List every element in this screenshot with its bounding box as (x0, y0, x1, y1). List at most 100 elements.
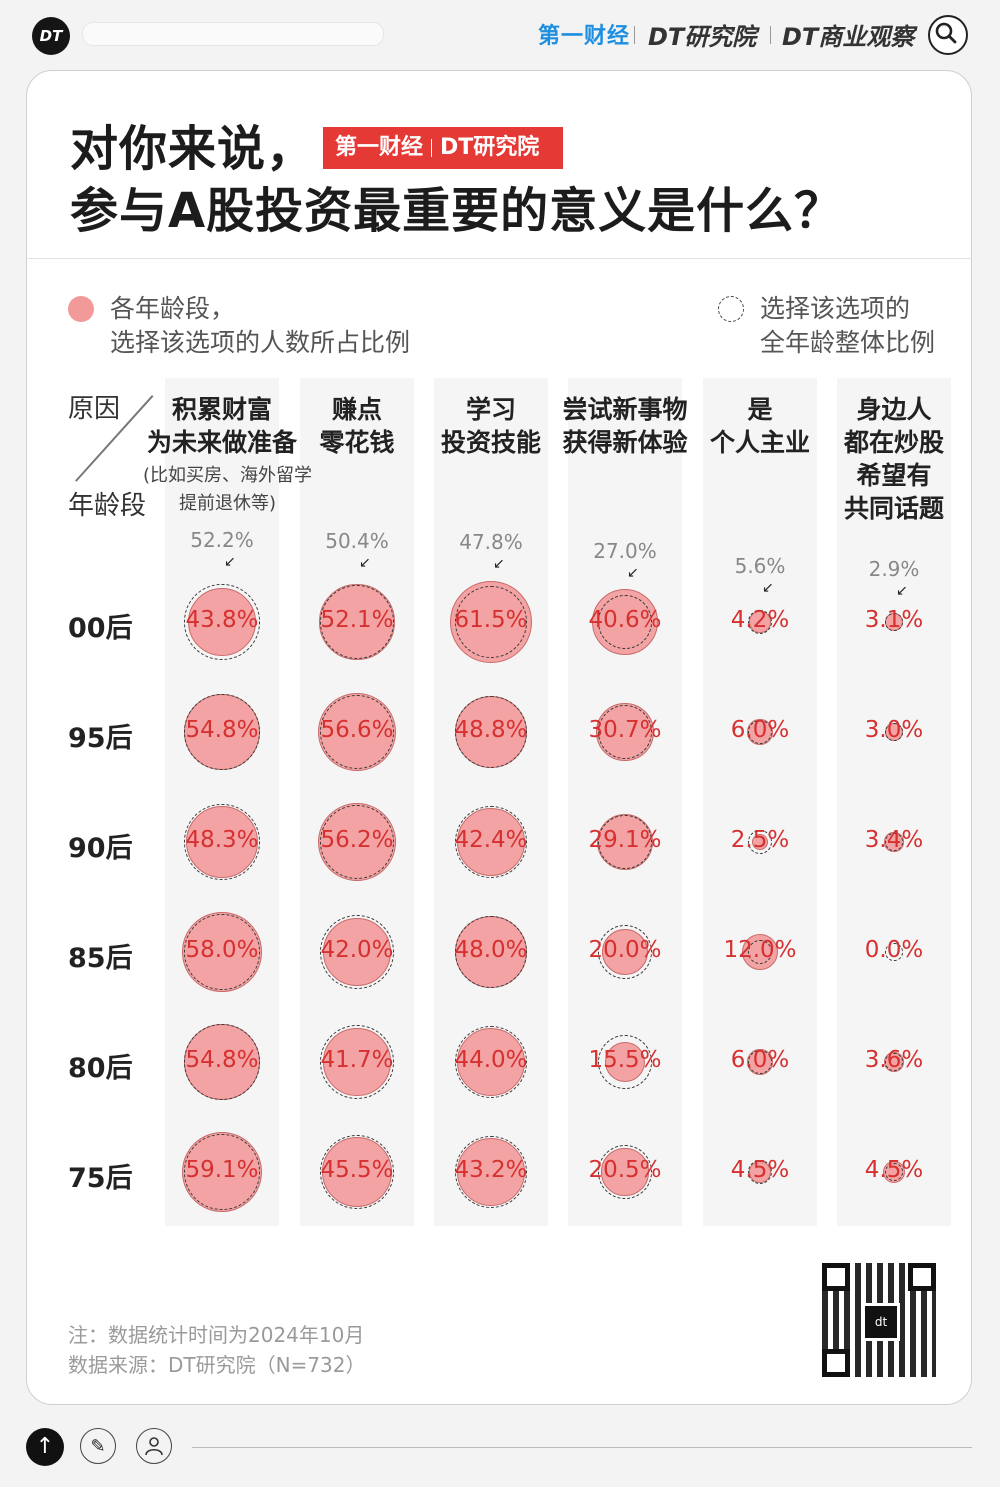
value-label: 4.2% (730, 607, 790, 633)
value-label: 43.8% (185, 607, 259, 633)
search-icon (935, 22, 957, 44)
overall-reference-ring (885, 943, 903, 961)
value-label: 48.3% (185, 827, 259, 853)
row-label-age: 95后 (68, 723, 133, 754)
value-label: 12.0% (723, 937, 797, 963)
column-header: 身边人都在炒股希望有共同话题 (819, 393, 969, 525)
brand-dt-research[interactable]: DT研究院 (648, 23, 757, 51)
row-label-age: 85后 (68, 943, 133, 974)
column-header-line: 投资技能 (440, 428, 541, 457)
footnote: 注：数据统计时间为2024年10月 数据来源：DT研究院（N=732） (68, 1320, 366, 1380)
pointer-arrow-icon: ↙ (627, 564, 639, 581)
legend-ring-text: 选择该选项的 全年龄整体比例 (760, 292, 935, 360)
value-label: 30.7% (588, 717, 662, 743)
qr-corner (822, 1349, 850, 1377)
brand-dt-business[interactable]: DT商业观察 (782, 23, 915, 51)
overall-reference-ring (320, 1025, 394, 1099)
footnote-line-2: 数据来源：DT研究院（N=732） (68, 1353, 366, 1377)
title-line-2: 参与A股投资最重要的意义是什么？ (70, 183, 844, 239)
value-label: 56.6% (320, 717, 394, 743)
value-label: 42.0% (320, 937, 394, 963)
overall-reference-ring (320, 915, 394, 989)
overall-reference-ring (597, 814, 652, 869)
overall-reference-ring (597, 1144, 652, 1199)
value-label: 0.0% (864, 937, 924, 963)
pencil-icon: ✎ (90, 1436, 106, 1457)
value-label: 3.6% (864, 1047, 924, 1073)
row-label-age: 80后 (68, 1053, 133, 1084)
overall-reference-ring (885, 613, 903, 631)
qr-corner (822, 1263, 850, 1291)
value-label: 2.5% (730, 827, 790, 853)
title-divider (26, 258, 972, 259)
address-bar[interactable] (82, 22, 384, 46)
value-label: 54.8% (185, 717, 259, 743)
scroll-top-button[interactable]: ↑ (26, 1428, 64, 1466)
overall-percentage-label: 47.8% (459, 530, 523, 555)
value-label: 40.6% (588, 607, 662, 633)
pointer-arrow-icon: ↙ (493, 556, 505, 573)
column-header-line: 希望有 (856, 461, 932, 490)
value-label: 54.8% (185, 1047, 259, 1073)
column-header-line: 是 (747, 395, 773, 424)
overall-reference-ring (747, 939, 773, 965)
overall-reference-ring (885, 833, 903, 851)
column-header-note-line: (比如买房、海外留学 (142, 465, 313, 486)
value-label: 6.0% (730, 717, 790, 743)
overall-percentage-label: 5.6% (734, 553, 786, 578)
value-label: 3.4% (864, 827, 924, 853)
value-label: 44.0% (454, 1047, 528, 1073)
overall-reference-ring (597, 1034, 652, 1089)
value-label: 48.8% (454, 717, 528, 743)
user-icon (145, 1437, 163, 1456)
overall-reference-ring (320, 695, 394, 769)
column-header-line: 零花钱 (319, 428, 395, 457)
value-label: 59.1% (185, 1157, 259, 1183)
value-label: 43.2% (454, 1157, 528, 1183)
overall-reference-ring (747, 1159, 773, 1185)
pointer-arrow-icon: ↙ (896, 583, 908, 600)
search-button[interactable] (928, 15, 968, 55)
header-age: 年龄段 (68, 491, 147, 521)
brand-yicai[interactable]: 第一财经 (538, 24, 631, 49)
column-header-note: (比如买房、海外留学 提前退休等) (140, 462, 315, 518)
dt-logo[interactable]: DT (32, 17, 70, 55)
pointer-arrow-icon: ↙ (762, 579, 774, 596)
legend-filled-text: 各年龄段， 选择该选项的人数所占比例 (110, 292, 410, 360)
edit-button[interactable]: ✎ (80, 1428, 116, 1464)
legend-ring-line-1: 选择该选项的 (760, 294, 911, 323)
column-header-line: 身边人 (856, 395, 932, 424)
value-label: 4.5% (864, 1157, 924, 1183)
profile-button[interactable] (136, 1428, 172, 1464)
overall-reference-ring (320, 1135, 394, 1209)
value-label: 20.0% (588, 937, 662, 963)
column-background (568, 378, 682, 1226)
legend-filled-line-1: 各年龄段， (110, 294, 236, 323)
value-label: 52.1% (320, 607, 394, 633)
overall-reference-ring (184, 804, 260, 880)
column-background (703, 378, 817, 1226)
overall-reference-ring (455, 696, 527, 768)
column-header-line: 共同话题 (843, 494, 944, 523)
value-label: 61.5% (454, 607, 528, 633)
column-header-line: 都在炒股 (843, 428, 944, 457)
overall-percentage-label: 50.4% (325, 529, 389, 554)
overall-reference-ring (747, 829, 773, 855)
value-label: 41.7% (320, 1047, 394, 1073)
column-header-line: 获得新体验 (562, 428, 688, 457)
overall-reference-ring (885, 723, 903, 741)
legend-filled-line-2: 选择该选项的人数所占比例 (110, 328, 411, 357)
arrow-up-icon: ↑ (35, 1434, 55, 1459)
overall-percentage-label: 2.9% (868, 557, 920, 582)
overall-reference-ring (455, 586, 527, 658)
pointer-arrow-icon: ↙ (224, 554, 236, 571)
badge-dt: DT研究院 (440, 135, 540, 160)
column-header-note-line: 提前退休等) (178, 493, 277, 514)
legend-dashed-ring-icon (718, 296, 744, 322)
column-background (837, 378, 951, 1226)
column-header-line: 尝试新事物 (562, 395, 688, 424)
chart-title: 对你来说， 参与A股投资最重要的意义是什么？ (70, 118, 843, 242)
column-header-line: 个人主业 (709, 428, 810, 457)
overall-reference-ring (597, 924, 652, 979)
brand-divider (634, 26, 635, 44)
